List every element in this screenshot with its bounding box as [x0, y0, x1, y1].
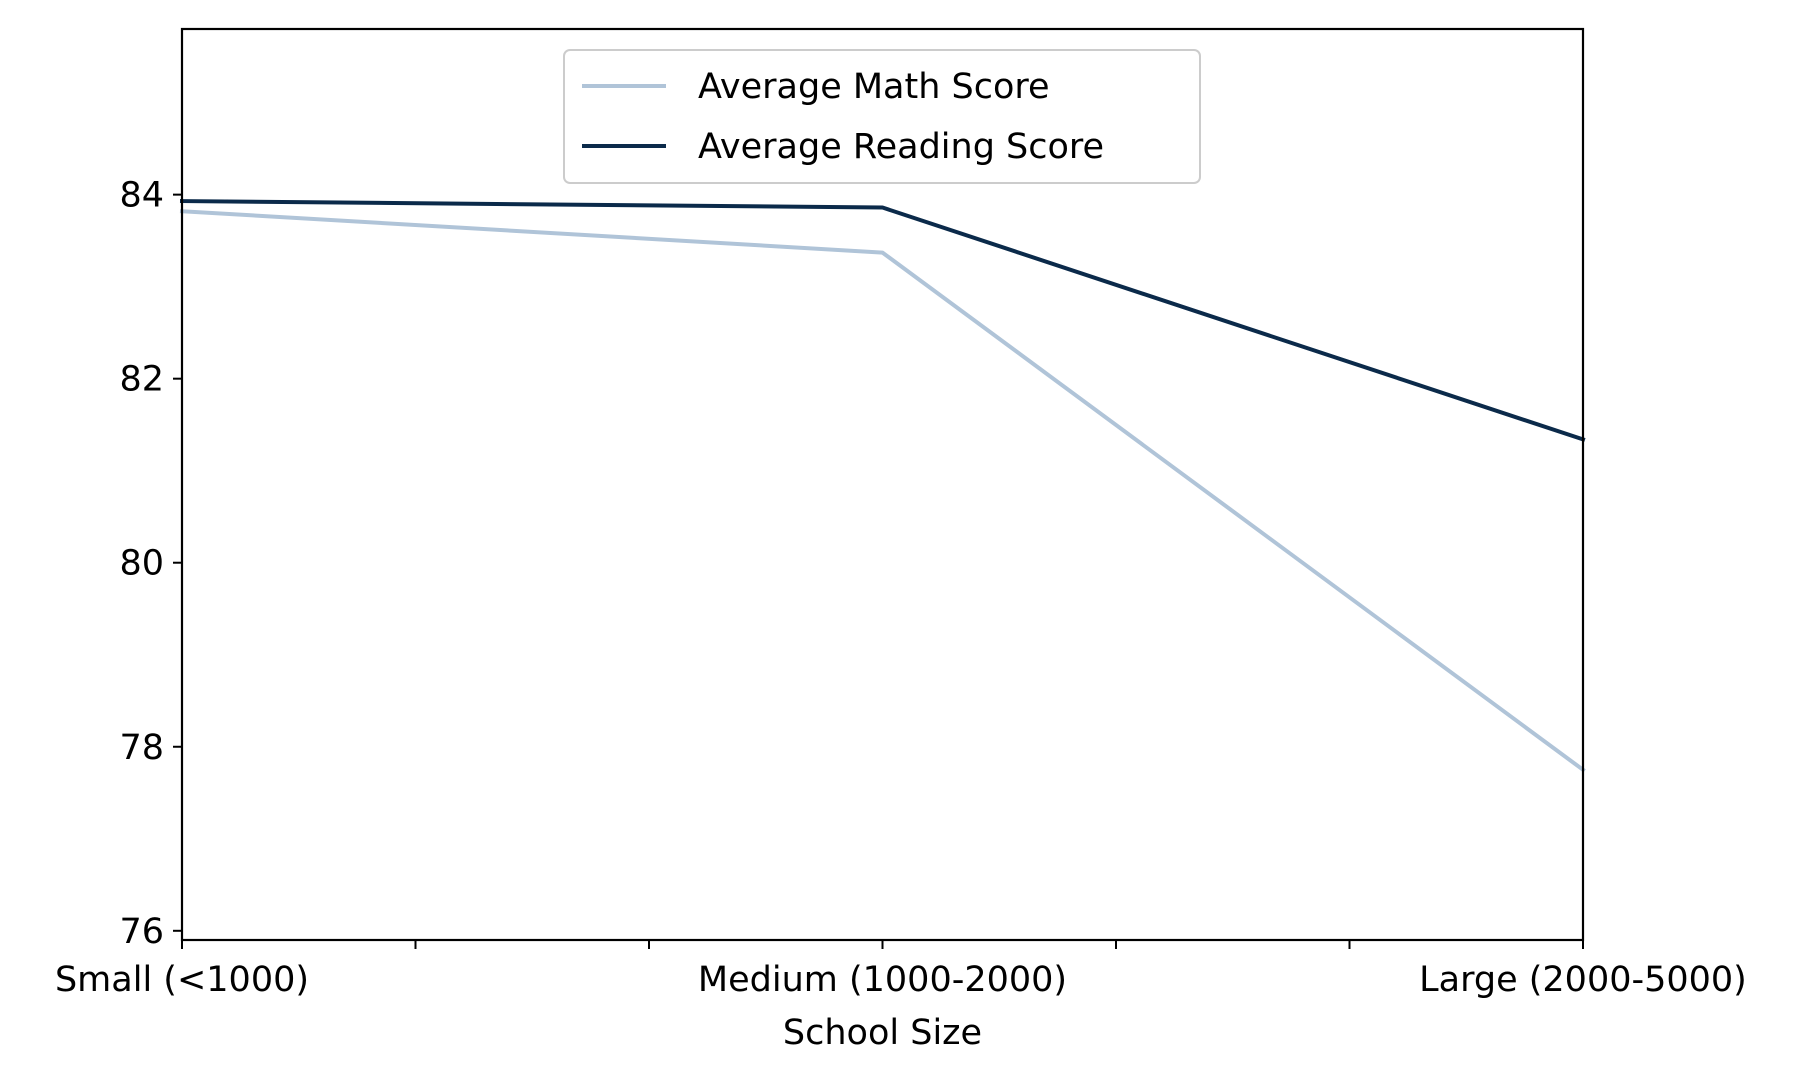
- legend-label: Average Reading Score: [698, 127, 1104, 167]
- x-tick-label: Small (<1000): [55, 960, 309, 1000]
- y-axis: 76 78 80 82 84: [119, 176, 182, 952]
- y-tick-label: 78: [119, 728, 164, 768]
- x-tick-label: Medium (1000-2000): [698, 960, 1067, 1000]
- y-tick-label: 76: [119, 912, 164, 952]
- legend-label: Average Math Score: [698, 67, 1050, 107]
- series-line-1: [179, 199, 1586, 442]
- legend: Average Math Score Average Reading Score: [563, 49, 1201, 184]
- series-layer: [179, 199, 1586, 773]
- y-tick-label: 82: [119, 360, 164, 400]
- y-tick-label: 84: [119, 176, 164, 216]
- x-tick-label: Large (2000-5000): [1419, 960, 1747, 1000]
- series-line-0: [179, 209, 1586, 773]
- legend-box: [563, 49, 1201, 184]
- plot-frame: [180, 27, 1585, 942]
- y-tick-label: 80: [119, 544, 164, 584]
- x-axis: Small (<1000) Medium (1000-2000) Large (20…: [55, 940, 1747, 1000]
- x-axis-label: School Size: [783, 1013, 982, 1053]
